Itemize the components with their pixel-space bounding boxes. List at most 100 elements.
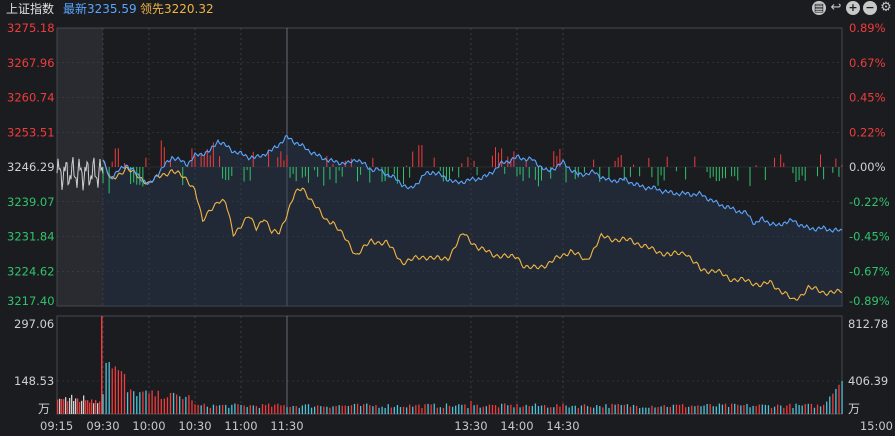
zoom-out-icon[interactable]: − bbox=[863, 1, 877, 15]
volume-bar bbox=[531, 405, 533, 414]
volume-bar bbox=[65, 397, 67, 414]
volume-bar bbox=[120, 371, 123, 414]
y-tick-label-right: -0.22% bbox=[849, 195, 890, 209]
volume-bar bbox=[228, 407, 230, 414]
volume-bar bbox=[97, 403, 99, 414]
volume-bar bbox=[136, 396, 138, 414]
y-tick-label-left: 3246.29 bbox=[7, 160, 55, 174]
volume-bar bbox=[344, 405, 346, 414]
volume-bar bbox=[310, 407, 313, 414]
volume-bar bbox=[126, 392, 129, 414]
volume-bar bbox=[553, 407, 555, 414]
volume-bar bbox=[491, 404, 494, 414]
back-icon[interactable]: ↩ bbox=[830, 0, 842, 15]
volume-bar bbox=[271, 406, 273, 414]
volume-bar bbox=[363, 404, 365, 414]
volume-bar bbox=[142, 391, 144, 414]
volume-bar bbox=[172, 392, 175, 414]
volume-bar bbox=[267, 403, 270, 414]
volume-bar bbox=[583, 404, 586, 414]
volume-bar bbox=[166, 397, 169, 414]
volume-bar bbox=[467, 408, 469, 414]
volume-bar bbox=[67, 401, 69, 414]
volume-bar bbox=[313, 406, 316, 414]
volume-bar bbox=[798, 404, 800, 414]
volume-bar bbox=[455, 405, 457, 414]
series-line-leading bbox=[102, 159, 843, 301]
volume-bar bbox=[430, 404, 432, 414]
volume-bar bbox=[99, 401, 101, 414]
volume-bar bbox=[399, 407, 402, 414]
volume-bar bbox=[485, 406, 487, 414]
volume-bar bbox=[663, 405, 665, 414]
volume-bar bbox=[651, 405, 653, 414]
volume-bar bbox=[448, 405, 451, 414]
volume-bar bbox=[418, 404, 420, 414]
volume-bar bbox=[83, 395, 85, 414]
volume-bars bbox=[57, 316, 843, 414]
volume-bar bbox=[188, 395, 190, 414]
volume-bar bbox=[304, 404, 307, 414]
volume-bar bbox=[743, 405, 745, 414]
volume-bar bbox=[369, 405, 371, 414]
volume-bar bbox=[672, 404, 675, 414]
volume-bar bbox=[402, 406, 405, 414]
x-tick-label: 09:15 bbox=[40, 419, 73, 433]
volume-bar bbox=[179, 396, 181, 414]
volume-bar bbox=[789, 403, 791, 414]
volume-bar bbox=[81, 400, 83, 414]
volume-bar bbox=[433, 403, 435, 414]
volume-bar bbox=[703, 405, 705, 414]
volume-bar bbox=[252, 405, 254, 414]
volume-bar bbox=[580, 405, 583, 414]
zoom-in-icon[interactable]: + bbox=[846, 1, 860, 15]
volume-bar bbox=[225, 404, 227, 414]
settings-icon[interactable]: ⚙ bbox=[880, 0, 892, 15]
volume-bar bbox=[375, 405, 377, 414]
volume-bar bbox=[73, 400, 75, 414]
volume-bar bbox=[111, 368, 113, 414]
volume-bar bbox=[359, 405, 362, 414]
volume-bar bbox=[718, 403, 721, 414]
volume-bar bbox=[390, 407, 392, 414]
volume-bar bbox=[421, 407, 423, 414]
volume-bar bbox=[639, 408, 641, 414]
volume-bar bbox=[353, 403, 356, 414]
volume-bar bbox=[387, 404, 389, 414]
volume-bar bbox=[559, 406, 561, 414]
volume-bar bbox=[617, 403, 619, 414]
volume-bar bbox=[87, 400, 89, 414]
volume-bar bbox=[550, 407, 552, 414]
volume-bar bbox=[795, 403, 797, 414]
volume-bar bbox=[626, 404, 629, 414]
volume-bar bbox=[286, 407, 288, 414]
volume-bar bbox=[215, 405, 218, 414]
volume-bar bbox=[182, 399, 184, 414]
volume-bar bbox=[240, 404, 242, 414]
leading-price-label: 领先3220.32 bbox=[140, 2, 214, 16]
volume-bar bbox=[596, 405, 598, 414]
volume-bar bbox=[608, 407, 610, 414]
volume-bar bbox=[823, 404, 825, 414]
volume-bar bbox=[761, 404, 763, 414]
volume-bar bbox=[593, 407, 595, 414]
volume-bar bbox=[221, 404, 224, 414]
volume-bar bbox=[283, 405, 285, 414]
axis-labels: 3275.18 0.89% 3267.96 0.67% 3260.74 0.45% 3253… bbox=[7, 21, 893, 433]
volume-bar bbox=[810, 403, 813, 414]
volume-bar bbox=[396, 404, 399, 414]
volume-bar bbox=[629, 406, 632, 414]
price-area bbox=[103, 135, 842, 306]
x-tick-label: 09:30 bbox=[86, 419, 119, 433]
volume-bar bbox=[356, 403, 359, 414]
volume-bar bbox=[513, 407, 515, 414]
volume-bar bbox=[57, 399, 59, 414]
volume-bar bbox=[620, 404, 622, 414]
stock-info-icon[interactable]: ▤ bbox=[812, 1, 826, 15]
volume-bar bbox=[586, 406, 589, 414]
volume-bar bbox=[721, 404, 724, 414]
volume-bar bbox=[445, 403, 448, 414]
volume-bar bbox=[700, 406, 702, 414]
volume-bar bbox=[712, 406, 714, 414]
